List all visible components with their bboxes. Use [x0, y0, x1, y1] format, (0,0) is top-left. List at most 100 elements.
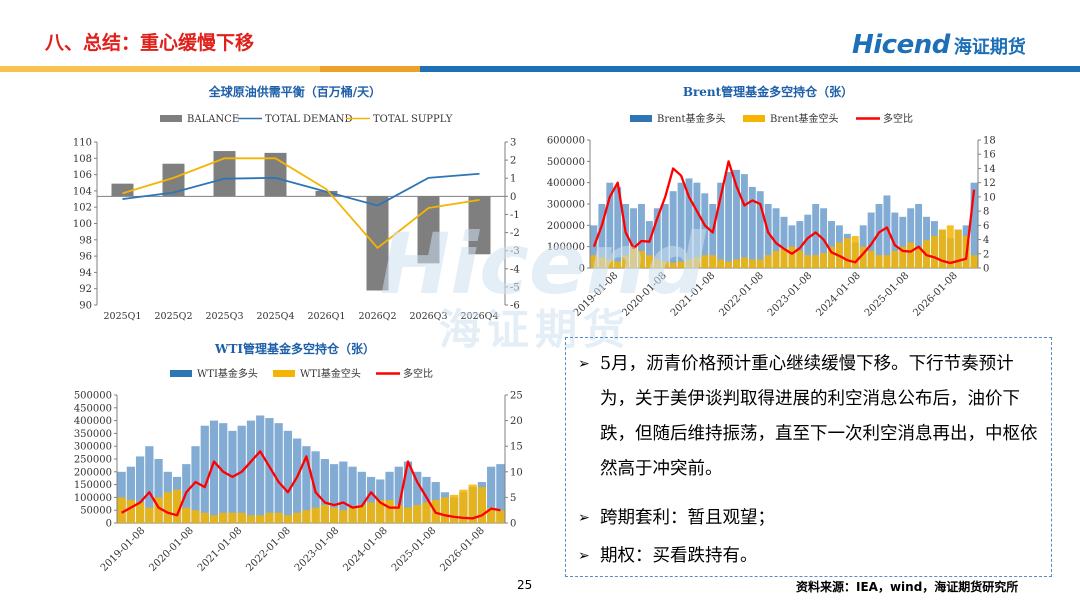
legend-label: Brent基金多头 — [657, 112, 726, 125]
short-bar — [843, 238, 851, 268]
y-tick-label: 200000 — [547, 221, 585, 232]
short-bar — [946, 225, 954, 268]
long-bar — [828, 221, 835, 268]
x-tick-label: 2026Q3 — [409, 311, 447, 322]
long-bar — [709, 204, 717, 268]
short-bar — [182, 507, 191, 523]
x-tick-label: 2024-01-08 — [814, 270, 863, 319]
x-tick-label: 2023-01-08 — [766, 270, 815, 319]
long-short-ratio-line — [592, 160, 976, 265]
x-tick-label: 2025Q2 — [154, 311, 192, 322]
long-bar — [717, 182, 725, 268]
y2-tick-label: 5 — [510, 493, 516, 504]
legend-label: 多空比 — [883, 112, 913, 125]
short-bar — [172, 489, 182, 523]
x-tick-label: 2019-01-08 — [572, 270, 621, 319]
bullet-text: 期权：买看跌持有。 — [600, 546, 758, 566]
summary-box: ➢ 5月，沥青价格预计重心继续缓慢下移。下行节奏预计为，关于美伊谈判取得进展的利… — [565, 337, 1052, 577]
long-bar — [126, 466, 135, 523]
x-tick-label: 2021-01-08 — [196, 525, 245, 574]
long-bar — [970, 182, 978, 268]
long-bar — [357, 471, 366, 523]
long-bar — [796, 221, 804, 268]
y-tick-label: 0 — [106, 519, 112, 530]
short-bar — [256, 515, 265, 523]
y-tick-label: 98 — [79, 235, 92, 246]
short-bar — [376, 499, 385, 523]
bullet-text: 跨期套利：暂且观望； — [600, 508, 775, 528]
y2-tick-label: 12 — [983, 178, 996, 189]
x-tick-label: 2022-01-08 — [717, 270, 766, 319]
x-tick-label: 2019-01-08 — [99, 525, 148, 574]
x-tick-label: 2026Q2 — [358, 311, 396, 322]
short-bar — [357, 505, 366, 523]
y-tick-label: 600000 — [547, 136, 585, 147]
short-bar — [403, 507, 413, 523]
short-bar — [209, 515, 219, 523]
x-tick-label: 2026-01-08 — [911, 270, 960, 319]
long-bar — [725, 172, 733, 268]
short-bar — [622, 255, 630, 268]
short-bar — [907, 242, 915, 268]
y2-tick-label: 14 — [983, 164, 996, 175]
long-bar — [764, 204, 772, 268]
y-tick-label: 250000 — [74, 455, 112, 466]
short-bar — [915, 246, 923, 268]
demand-line — [122, 172, 480, 207]
legend-label: 多空比 — [403, 367, 433, 380]
long-bar — [701, 193, 709, 268]
long-bar — [669, 191, 677, 268]
y-tick-label: 300000 — [74, 442, 112, 453]
short-bar — [669, 262, 677, 268]
balance-bar — [111, 183, 134, 197]
short-bar — [867, 250, 875, 268]
short-bar — [422, 502, 431, 523]
y-tick-label: 100000 — [74, 493, 112, 504]
y-tick-label: 94 — [79, 268, 92, 279]
y2-tick-label: 10 — [510, 467, 523, 478]
short-bar — [954, 229, 962, 268]
short-bar — [891, 250, 899, 268]
short-bar — [191, 510, 200, 523]
long-bar — [366, 476, 376, 523]
short-bar — [496, 510, 505, 523]
long-bar — [883, 195, 891, 268]
long-bar — [812, 204, 820, 268]
short-bar — [938, 229, 946, 268]
short-bar — [725, 261, 733, 268]
short-bar — [590, 255, 598, 268]
short-bar — [246, 515, 256, 523]
balance-bar — [366, 196, 389, 291]
y2-tick-label: 8 — [983, 207, 989, 218]
short-bar — [693, 257, 701, 268]
x-tick-label: 2024-01-08 — [341, 525, 390, 574]
slide-title: 八、总结：重心缓慢下移 — [45, 32, 255, 54]
x-tick-label: 2025Q4 — [256, 311, 294, 322]
long-bar — [733, 169, 740, 268]
x-tick-label: 2026Q4 — [460, 311, 498, 322]
balance-bar — [468, 196, 491, 255]
long-bar — [274, 423, 283, 523]
y2-tick-label: 3 — [510, 138, 516, 149]
bullet-arrow-icon: ➢ — [578, 356, 590, 372]
long-bar — [496, 464, 505, 523]
bullet-text: 5月，沥青价格预计重心继续缓慢下移。下行节奏预计为，关于美伊谈判取得进展的利空消… — [600, 354, 1038, 479]
page-number: 25 — [517, 578, 533, 592]
balance-bar — [213, 151, 236, 197]
short-bar — [459, 489, 468, 523]
short-bar — [274, 512, 283, 523]
short-bar — [630, 246, 638, 268]
short-bar — [598, 257, 606, 268]
short-bar — [899, 246, 907, 268]
long-bar — [154, 459, 163, 523]
logo-cn-text: 海证期货 — [953, 37, 1026, 58]
short-bar — [320, 505, 329, 523]
x-tick-label: 2025Q1 — [103, 311, 141, 322]
short-bar — [348, 507, 357, 523]
x-tick-label: 2026-01-08 — [438, 525, 487, 574]
long-bar — [256, 415, 265, 523]
y2-tick-label: -2 — [510, 228, 520, 239]
header-band-orange — [320, 66, 420, 72]
short-bar — [701, 255, 709, 268]
short-bar — [293, 512, 302, 523]
